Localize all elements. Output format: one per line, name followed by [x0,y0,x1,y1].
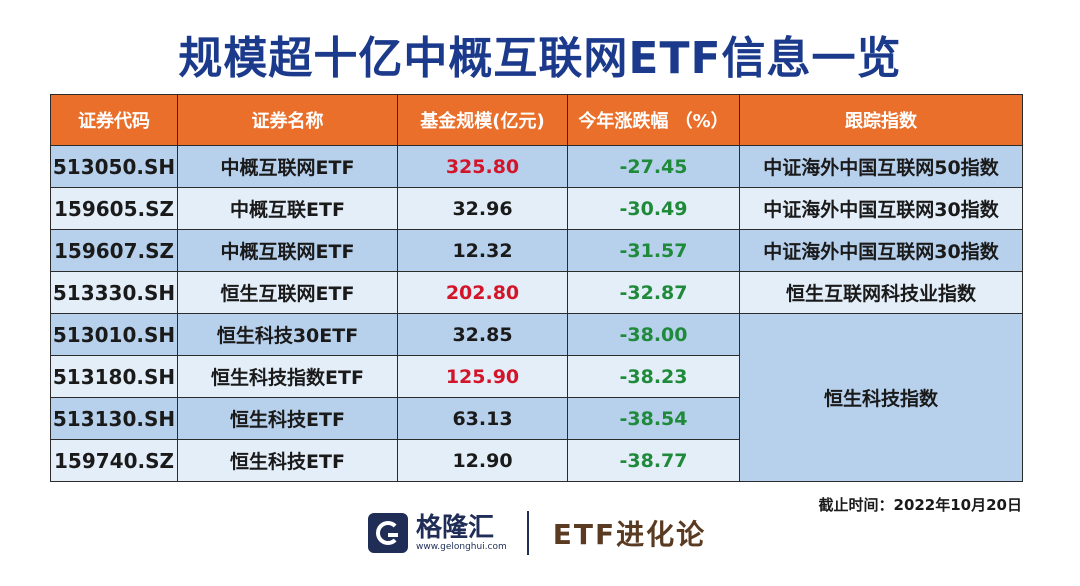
table-row: 513050.SH 中概互联网ETF 325.80 -27.45 中证海外中国互… [50,145,1023,188]
cell-size: 125.90 [397,355,568,398]
cell-change: -38.23 [567,355,740,398]
cell-name: 恒生科技ETF [177,397,398,440]
cell-name: 中概互联网ETF [177,229,398,272]
page-title: 规模超十亿中概互联网ETF信息一览 [178,33,902,84]
cell-size: 202.80 [397,271,568,314]
header-size: 基金规模(亿元) [397,94,568,146]
cell-code: 513130.SH [50,397,178,440]
table-row: 159740.SZ 恒生科技ETF 12.90 -38.77 [50,439,1023,482]
cell-change: -31.57 [567,229,740,272]
table-row: 513130.SH 恒生科技ETF 63.13 -38.54 [50,397,1023,440]
table-row: 159607.SZ 中概互联网ETF 12.32 -31.57 中证海外中国互联… [50,229,1023,272]
table-header-row: 证券代码 证券名称 基金规模(亿元) 今年涨跌幅 （%） 跟踪指数 [50,94,1023,146]
cell-code: 513180.SH [50,355,178,398]
header-index: 跟踪指数 [739,94,1023,146]
cell-code: 159607.SZ [50,229,178,272]
cell-code: 159740.SZ [50,439,178,482]
cell-size: 32.96 [397,187,568,230]
cell-code: 513010.SH [50,313,178,356]
table-row: 513010.SH 恒生科技30ETF 32.85 -38.00 恒生科技指数 [50,313,1023,482]
cell-index: 中证海外中国互联网50指数 [739,145,1023,188]
cell-size: 325.80 [397,145,568,188]
brand-slogan: ETF进化论 [552,518,707,551]
header-name: 证券名称 [177,94,398,146]
cell-index-merged: 恒生科技指数 [739,313,1023,482]
cell-change: -30.49 [567,187,740,230]
brand-url: www.gelonghui.com [416,541,507,552]
cell-name: 恒生科技30ETF [177,313,398,356]
table-row: 513180.SH 恒生科技指数ETF 125.90 -38.23 [50,355,1023,398]
brand-name: 格隆汇 [416,512,495,543]
cell-name: 恒生互联网ETF [177,271,398,314]
cell-code: 513330.SH [50,271,178,314]
cell-change: -27.45 [567,145,740,188]
cell-change: -38.00 [567,313,740,356]
gelonghui-logo-icon [368,513,408,553]
etf-table: 证券代码 证券名称 基金规模(亿元) 今年涨跌幅 （%） 跟踪指数 513050… [50,94,1023,482]
cell-index: 中证海外中国互联网30指数 [739,229,1023,272]
header-code: 证券代码 [50,94,178,146]
cell-change: -32.87 [567,271,740,314]
brand-footer: 格隆汇 www.gelonghui.com ETF进化论 [368,510,706,556]
cell-index: 恒生互联网科技业指数 [739,271,1023,314]
table-row: 513330.SH 恒生互联网ETF 202.80 -32.87 恒生互联网科技… [50,271,1023,314]
cell-index: 中证海外中国互联网30指数 [739,187,1023,230]
cell-code: 159605.SZ [50,187,178,230]
cell-size: 63.13 [397,397,568,440]
cell-name: 恒生科技ETF [177,439,398,482]
brand-divider [526,511,529,555]
cell-size: 32.85 [397,313,568,356]
cutoff-date-note: 截止时间：2022年10月20日 [818,496,1023,514]
cell-name: 恒生科技指数ETF [177,355,398,398]
cell-size: 12.90 [397,439,568,482]
cell-name: 中概互联ETF [177,187,398,230]
header-change: 今年涨跌幅 （%） [567,94,740,146]
cell-code: 513050.SH [50,145,178,188]
table-row: 159605.SZ 中概互联ETF 32.96 -30.49 中证海外中国互联网… [50,187,1023,230]
cell-size: 12.32 [397,229,568,272]
cell-change: -38.54 [567,397,740,440]
cell-name: 中概互联网ETF [177,145,398,188]
cell-change: -38.77 [567,439,740,482]
